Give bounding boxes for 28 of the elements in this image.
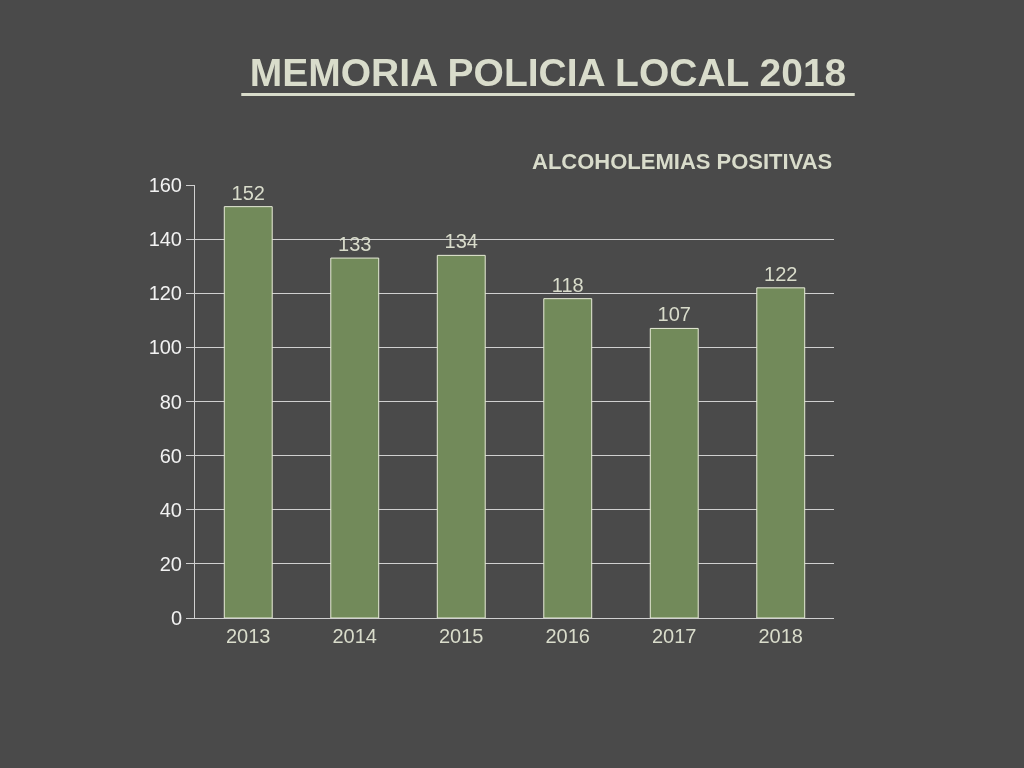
x-tick-label: 2013 <box>226 625 271 647</box>
bar <box>756 287 806 618</box>
bar <box>330 257 380 618</box>
y-tick-label: 100 <box>148 336 182 359</box>
bar <box>543 298 593 618</box>
x-tick-label: 2015 <box>439 625 484 647</box>
y-tick-label: 80 <box>159 390 182 413</box>
data-label: 133 <box>338 233 372 256</box>
y-tick-label: 60 <box>159 444 182 467</box>
y-tick-label: 20 <box>159 552 182 575</box>
x-tick-label: 2017 <box>652 625 697 647</box>
data-label: 152 <box>231 181 265 204</box>
y-tick-label: 140 <box>148 228 182 251</box>
data-label: 118 <box>551 273 584 296</box>
bar <box>436 254 486 618</box>
y-tick-label: 40 <box>159 498 182 521</box>
y-tick-label: 120 <box>148 282 182 305</box>
data-label: 107 <box>657 303 691 326</box>
x-tick-label: 2016 <box>545 625 590 647</box>
bar <box>223 206 273 618</box>
y-tick-label: 0 <box>170 607 182 629</box>
x-tick-label: 2018 <box>758 625 803 647</box>
data-label: 122 <box>764 262 798 285</box>
chart-subtitle: ALCOHOLEMIAS POSITIVAS <box>532 149 833 174</box>
bar <box>649 327 699 618</box>
y-tick-label: 160 <box>148 174 182 196</box>
chart-title: MEMORIA POLICIA LOCAL 2018 <box>249 50 847 94</box>
x-tick-label: 2014 <box>332 625 377 647</box>
